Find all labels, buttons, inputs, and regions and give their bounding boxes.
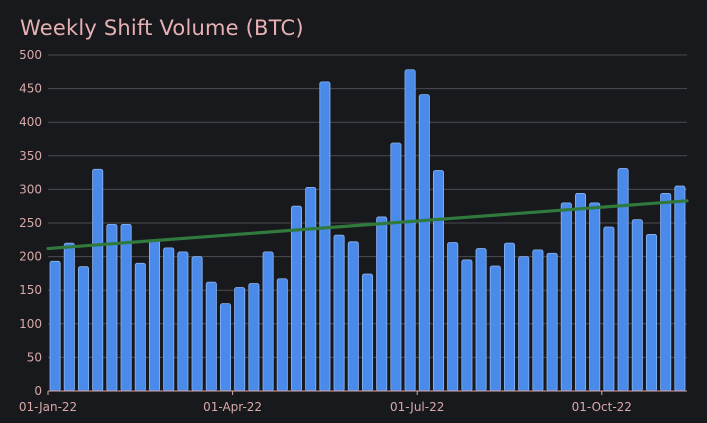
y-tick-label-200: 200 [19,250,42,264]
bar-41 [631,219,643,392]
chart-title: Weekly Shift Volume (BTC) [20,16,304,40]
bar-8 [163,247,175,392]
y-tick-label-400: 400 [19,115,42,129]
bar-35 [546,252,558,392]
y-tick-label-500: 500 [19,48,42,62]
bar-13 [234,287,246,392]
bar-6 [134,262,146,392]
bar-12 [219,303,232,392]
x-tick-label-1: 01-Apr-22 [203,400,262,414]
bar-39 [603,226,615,392]
y-tick-label-250: 250 [19,216,42,230]
bar-32 [503,242,516,392]
y-tick-label-50: 50 [27,350,42,364]
bar-36 [560,202,572,392]
bar-15 [262,251,274,392]
bar-19 [319,81,331,392]
bar-2 [77,266,90,392]
bar-31 [489,265,501,392]
bar-21 [347,241,359,392]
bar-10 [191,256,203,392]
bar-0 [49,260,61,392]
bar-27 [432,170,445,392]
y-tick-label-100: 100 [19,317,42,331]
bar-28 [447,242,459,392]
y-tick-label-300: 300 [19,182,42,196]
bar-7 [148,239,161,392]
bar-37 [574,193,587,392]
bar-23 [376,216,388,392]
bar-20 [333,234,345,392]
bar-22 [361,273,374,392]
y-tick-label-0: 0 [34,384,42,398]
bar-30 [475,248,487,392]
bar-1 [63,242,75,392]
bar-3 [92,168,104,392]
bar-38 [589,202,601,392]
trend-line [46,199,689,251]
x-tick-label-3: 01-Oct-22 [572,400,632,414]
bar-14 [248,283,260,392]
bar-26 [418,94,430,392]
bar-24 [390,142,402,392]
x-tick-label-2: 01-Jul-22 [390,400,444,414]
bar-44 [674,185,686,392]
y-tick-label-450: 450 [19,82,42,96]
bar-43 [660,193,672,392]
bar-33 [518,256,530,392]
y-tick-label-150: 150 [19,283,42,297]
bar-4 [106,223,118,392]
bar-16 [276,278,288,392]
x-tick-label-0: 01-Jan-22 [19,400,77,414]
y-tick-label-350: 350 [19,149,42,163]
bar-9 [177,251,189,392]
bar-5 [120,223,132,392]
bar-25 [404,69,416,392]
bar-18 [305,186,317,392]
bar-34 [532,249,544,392]
bar-17 [290,205,303,392]
bar-40 [617,168,629,392]
bar-11 [205,281,217,392]
bar-42 [645,234,658,392]
bar-29 [461,259,473,392]
